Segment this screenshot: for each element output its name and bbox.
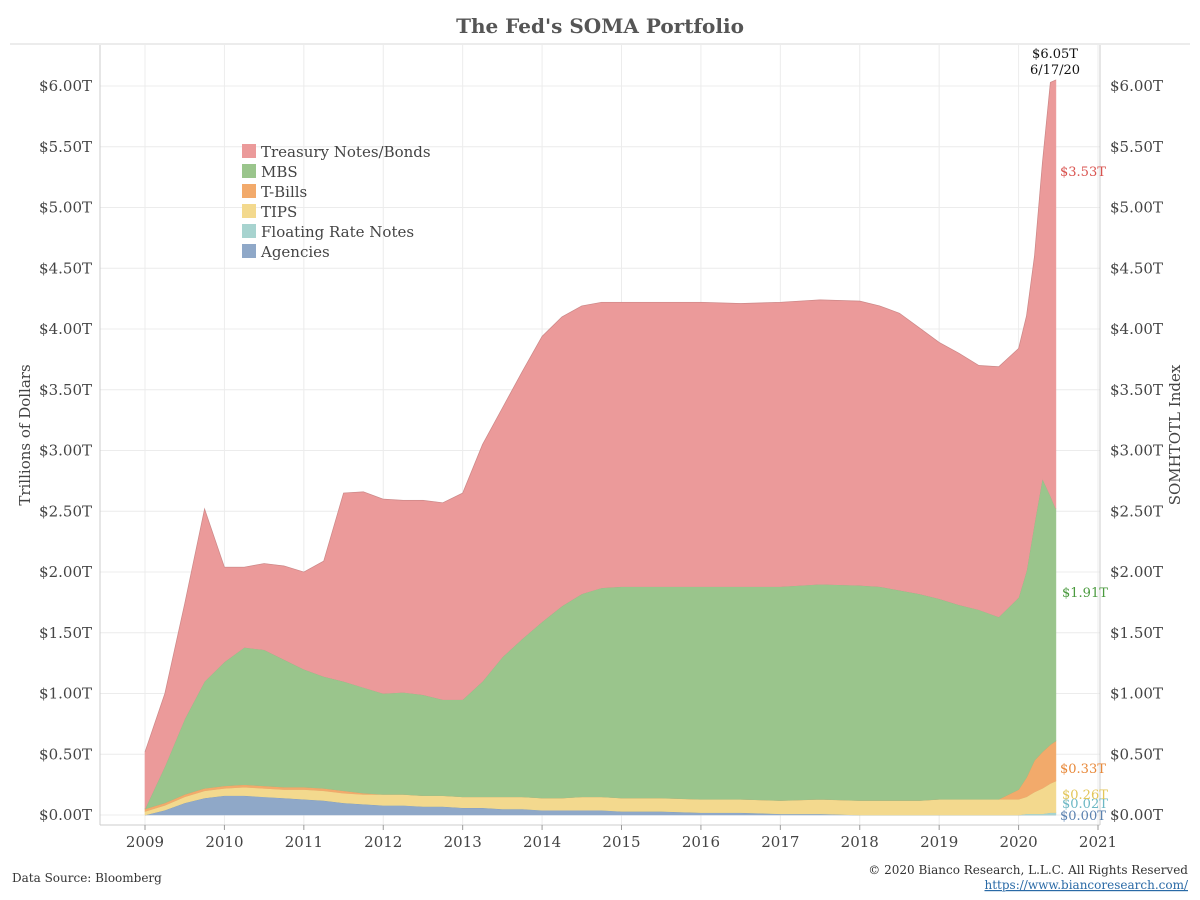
legend-item: TIPS (261, 203, 297, 221)
x-tick-label: 2019 (920, 833, 958, 851)
end-label: $0.02T (1062, 797, 1108, 812)
y-tick-right: $2.50T (1110, 502, 1163, 520)
stacked-areas (144, 79, 1057, 816)
y-axis-right-ticks: $0.00T $0.50T $1.00T $1.50T $2.00T $2.50T $3.0… (1110, 77, 1163, 824)
peak-value-annotation: $6.05T (1032, 47, 1078, 62)
x-axis-ticks: 2009 2010 2011 2012 2013 2014 2015 2016 2017 2018… (126, 825, 1117, 851)
end-label: $0.33T (1060, 762, 1106, 777)
y-tick-left: $2.00T (39, 563, 92, 581)
legend: Treasury Notes/Bonds MBS T-Bills TIPS Floati… (242, 143, 431, 261)
legend-swatch (242, 244, 256, 258)
x-tick-label: 2021 (1079, 833, 1117, 851)
y-tick-left: $4.00T (39, 320, 92, 338)
peak-date-annotation: 6/17/20 (1030, 63, 1080, 78)
x-tick-label: 2018 (841, 833, 879, 851)
legend-item: Treasury Notes/Bonds (261, 143, 431, 161)
y-tick-left: $5.00T (39, 199, 92, 217)
area-treasury-notes-bonds (144, 79, 1057, 810)
website-link[interactable]: https://www.biancoresearch.com/ (984, 878, 1188, 892)
y-tick-left: $0.00T (39, 806, 92, 824)
end-label: $0.26T (1062, 788, 1108, 803)
legend-swatch (242, 184, 256, 198)
legend-swatch (242, 224, 256, 238)
y-tick-right: $1.00T (1110, 685, 1163, 703)
y-tick-left: $6.00T (39, 77, 92, 95)
x-tick-label: 2017 (761, 833, 799, 851)
x-tick-label: 2015 (602, 833, 640, 851)
y-axis-left-label: Trillions of Dollars (16, 364, 34, 505)
series-end-labels: $0.00T$0.02T$0.26T $0.33T $1.91T $3.53T (1060, 165, 1108, 824)
x-tick-label: 2009 (126, 833, 164, 851)
y-tick-right: $0.00T (1110, 806, 1163, 824)
end-label: $3.53T (1060, 165, 1106, 180)
y-tick-right: $5.50T (1110, 138, 1163, 156)
x-tick-label: 2012 (364, 833, 402, 851)
legend-swatch (242, 204, 256, 218)
y-tick-left: $1.00T (39, 685, 92, 703)
x-tick-label: 2013 (444, 833, 482, 851)
y-tick-right: $3.50T (1110, 381, 1163, 399)
x-tick-label: 2016 (682, 833, 720, 851)
y-tick-right: $4.00T (1110, 320, 1163, 338)
x-tick-label: 2014 (523, 833, 561, 851)
y-tick-left: $4.50T (39, 259, 92, 277)
legend-swatch (242, 164, 256, 178)
y-tick-right: $5.00T (1110, 199, 1163, 217)
legend-item: MBS (261, 163, 298, 181)
y-axis-left-ticks: $0.00T $0.50T $1.00T $1.50T $2.00T $2.50T $3.0… (39, 77, 92, 824)
y-tick-left: $3.00T (39, 442, 92, 460)
x-tick-label: 2011 (285, 833, 323, 851)
y-tick-left: $3.50T (39, 381, 92, 399)
x-tick-label: 2010 (205, 833, 243, 851)
y-tick-right: $6.00T (1110, 77, 1163, 95)
chart-title: The Fed's SOMA Portfolio (456, 14, 744, 38)
y-tick-right: $0.50T (1110, 745, 1163, 763)
y-axis-right-label: SOMHTOTL Index (1166, 364, 1184, 505)
end-label: $1.91T (1062, 586, 1108, 601)
x-tick-label: 2020 (999, 833, 1037, 851)
y-tick-left: $2.50T (39, 502, 92, 520)
y-tick-right: $2.00T (1110, 563, 1163, 581)
y-tick-left: $5.50T (39, 138, 92, 156)
legend-item: Agencies (260, 243, 330, 261)
y-tick-right: $4.50T (1110, 259, 1163, 277)
axes (99, 45, 1101, 826)
end-label: $0.00T (1060, 809, 1106, 824)
y-tick-right: $1.50T (1110, 624, 1163, 642)
series-line-treasury-notes-bonds (144, 79, 1057, 752)
legend-item: T-Bills (261, 183, 307, 201)
y-tick-left: $0.50T (39, 745, 92, 763)
y-tick-right: $3.00T (1110, 442, 1163, 460)
copyright: © 2020 Bianco Research, L.L.C. All Right… (868, 863, 1188, 877)
data-source: Data Source: Bloomberg (12, 871, 162, 885)
legend-swatch (242, 144, 256, 158)
legend-item: Floating Rate Notes (261, 223, 414, 241)
y-tick-left: $1.50T (39, 624, 92, 642)
